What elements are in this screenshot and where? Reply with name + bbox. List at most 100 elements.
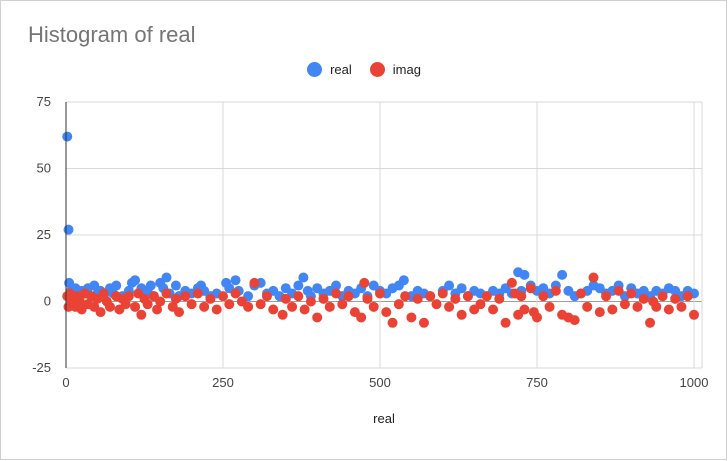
data-point-imag: [343, 291, 354, 302]
data-point-imag: [268, 304, 279, 315]
y-tick-label: 25: [37, 227, 51, 242]
data-point-imag: [569, 315, 580, 326]
x-tick-label: 1000: [680, 375, 709, 390]
x-axis-title: real: [373, 411, 395, 426]
data-point-imag: [676, 301, 687, 312]
data-point-imag: [488, 304, 499, 315]
data-point-imag: [657, 291, 668, 302]
data-point-imag: [500, 317, 511, 328]
data-point-real: [293, 280, 304, 291]
chart-title: Histogram of real: [28, 22, 196, 47]
data-point-imag: [670, 293, 681, 304]
data-point-imag: [199, 301, 210, 312]
data-point-imag: [575, 288, 586, 299]
data-point-imag: [532, 312, 542, 323]
data-point-real: [298, 272, 309, 283]
data-point-imag: [682, 291, 693, 302]
data-point-imag: [136, 309, 147, 320]
data-point-imag: [550, 285, 561, 296]
data-point-imag: [381, 307, 392, 318]
data-point-real: [456, 283, 467, 294]
data-point-imag: [544, 301, 555, 312]
data-point-imag: [613, 285, 624, 296]
data-point-imag: [280, 293, 291, 304]
data-point-imag: [243, 301, 254, 312]
data-point-real: [557, 269, 568, 280]
data-point-real: [145, 280, 156, 291]
x-tick-label: 0: [62, 375, 69, 390]
legend-label-real: real: [330, 62, 352, 77]
data-point-real: [519, 269, 530, 280]
data-point-imag: [95, 307, 106, 318]
data-point-imag: [626, 288, 637, 299]
data-point-imag: [161, 288, 172, 299]
legend-item-real[interactable]: real: [307, 62, 352, 77]
y-tick-label: -25: [32, 360, 51, 375]
legend-swatch-imag: [369, 62, 385, 77]
data-point-imag: [418, 317, 429, 328]
data-point-imag: [305, 296, 316, 307]
data-point-imag: [645, 317, 656, 328]
data-point-imag: [104, 301, 115, 312]
data-point-imag: [481, 291, 492, 302]
data-point-imag: [444, 301, 455, 312]
data-point-real: [398, 275, 409, 286]
data-point-imag: [287, 301, 298, 312]
y-tick-label: 0: [44, 294, 51, 309]
data-point-imag: [255, 299, 266, 310]
data-point-imag: [174, 307, 185, 318]
data-point-imag: [152, 304, 163, 315]
data-point-imag: [359, 277, 370, 288]
data-point-imag: [462, 291, 473, 302]
data-point-imag: [261, 291, 272, 302]
data-point-imag: [205, 293, 216, 304]
data-point-imag: [277, 309, 288, 320]
data-point-real: [444, 280, 455, 291]
data-point-imag: [519, 304, 530, 315]
data-point-imag: [211, 304, 222, 315]
data-point-imag: [324, 301, 335, 312]
data-point-imag: [450, 293, 461, 304]
data-point-imag: [249, 277, 260, 288]
data-point-imag: [506, 277, 517, 288]
data-point-imag: [456, 309, 467, 320]
data-point-imag: [230, 288, 241, 299]
data-point-imag: [607, 304, 618, 315]
gridlines: [66, 101, 703, 369]
data-point-imag: [218, 291, 228, 302]
data-point-imag: [393, 299, 404, 310]
data-point-imag: [525, 283, 536, 294]
series-real: [62, 131, 699, 302]
data-point-imag: [437, 288, 448, 299]
data-point-imag: [142, 299, 153, 310]
data-point-imag: [318, 293, 329, 304]
data-point-real: [331, 280, 342, 291]
data-point-imag: [387, 317, 398, 328]
data-point-real: [130, 275, 141, 286]
legend-label-imag: imag: [392, 62, 421, 77]
data-point-imag: [170, 293, 181, 304]
data-point-imag: [123, 291, 134, 302]
data-point-real: [230, 275, 241, 286]
legend-item-imag[interactable]: imag: [369, 62, 421, 77]
data-point-imag: [651, 301, 662, 312]
data-point-imag: [619, 299, 630, 310]
data-point-imag: [632, 301, 643, 312]
data-point-imag: [130, 301, 141, 312]
data-point-real: [63, 224, 74, 235]
data-point-imag: [356, 312, 367, 323]
data-point-imag: [192, 288, 203, 299]
data-point-imag: [331, 288, 342, 299]
data-point-imag: [431, 299, 442, 310]
data-point-imag: [368, 301, 379, 312]
data-point-imag: [74, 296, 85, 307]
data-point-imag: [186, 299, 197, 310]
data-point-imag: [588, 272, 599, 283]
data-point-imag: [516, 291, 527, 302]
data-point-imag: [601, 291, 612, 302]
data-point-real: [62, 131, 73, 142]
x-tick-label: 750: [526, 375, 548, 390]
data-point-imag: [406, 312, 417, 323]
